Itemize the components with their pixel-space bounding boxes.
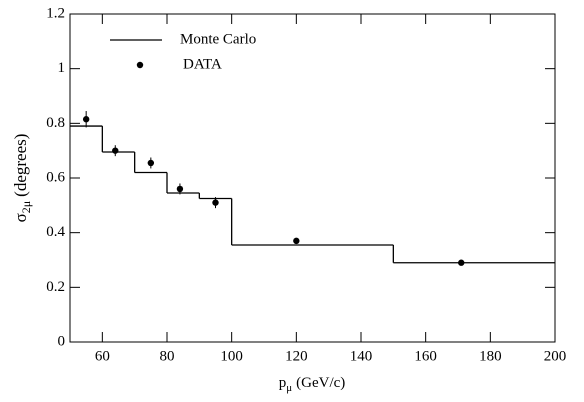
x-tick-label: 160 <box>414 348 437 364</box>
y-tick-label: 0.8 <box>46 115 65 131</box>
legend-label: DATA <box>183 56 222 72</box>
x-label-subscript: μ <box>286 382 292 394</box>
x-tick-label: 80 <box>160 348 175 364</box>
legend-marker <box>136 61 144 69</box>
x-label-symbol: p <box>279 375 287 391</box>
data-point <box>112 147 119 154</box>
y-tick-label: 0.6 <box>46 169 65 185</box>
y-label-symbol: σ <box>11 213 30 222</box>
data-point <box>147 159 155 167</box>
data-point <box>458 259 465 266</box>
y-label-unit: (degrees) <box>11 134 30 197</box>
y-tick-label: 0.2 <box>46 279 65 295</box>
y-label-subscript: 2μ <box>19 201 33 213</box>
data-point <box>212 199 219 206</box>
x-tick-label: 140 <box>350 348 373 364</box>
data-point <box>176 185 184 193</box>
y-axis-label: σ2μ (degrees) <box>11 134 33 223</box>
x-axis-label: pμ (GeV/c) <box>279 375 346 393</box>
y-tick-label: 0.4 <box>46 224 65 240</box>
x-tick-label: 120 <box>285 348 308 364</box>
y-tick-label: 0 <box>58 333 66 349</box>
plot-frame <box>69 13 556 343</box>
y-tick-label: 1.2 <box>46 5 65 21</box>
x-tick-label: 180 <box>479 348 502 364</box>
data-point <box>82 116 90 123</box>
x-tick-label: 60 <box>95 348 110 364</box>
y-tick-label: 1 <box>58 60 66 76</box>
x-tick-label: 200 <box>544 348 567 364</box>
legend-label: Monte Carlo <box>180 31 256 47</box>
x-label-unit: (GeV/c) <box>296 375 345 391</box>
data-point <box>293 237 300 245</box>
x-tick-label: 100 <box>220 348 243 364</box>
